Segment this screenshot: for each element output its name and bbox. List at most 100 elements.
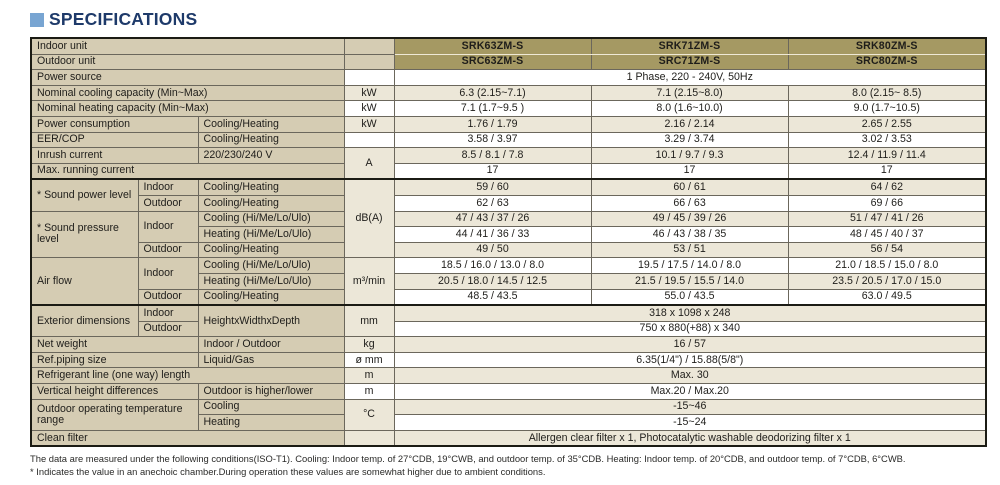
table-row: Net weight Indoor / Outdoor kg 16 / 57 — [30, 336, 987, 353]
spec-value: 10.1 / 9.7 / 9.3 — [590, 147, 789, 164]
spec-value: 7.1 (2.15~8.0) — [590, 84, 789, 102]
row-label: Net weight — [30, 336, 199, 353]
table-row: Refrigerant line (one way) length m Max. 3… — [30, 367, 987, 385]
spec-value: 66 / 63 — [590, 194, 789, 212]
table-row: Heating (Hi/Me/Lo/Ulo) 20.5 / 18.0 / 14.5… — [31, 272, 987, 290]
row-label: Inrush current — [30, 147, 199, 164]
model-name: SRC71ZM-S — [590, 53, 789, 71]
table-row: Clean filter Allergen clear filter x 1, P… — [30, 429, 987, 447]
spec-value: 56 / 54 — [787, 241, 987, 259]
footnote-line: * Indicates the value in an anechoic cha… — [30, 465, 546, 477]
spec-value: 18.5 / 16.0 / 13.0 / 8.0 — [393, 257, 592, 274]
spec-value: 7.1 (1.7~9.5 ) — [393, 100, 592, 117]
spec-value: 49 / 45 / 39 / 26 — [590, 210, 789, 228]
spec-value: 21.5 / 19.5 / 15.5 / 14.0 — [590, 272, 789, 290]
row-label: Liquid/Gas — [197, 351, 345, 369]
spec-value: 63.0 / 49.5 — [787, 288, 987, 306]
row-label: Cooling/Heating — [197, 288, 345, 306]
row-label: Cooling — [197, 398, 345, 416]
spec-value: 48.5 / 43.5 — [393, 288, 592, 306]
row-label: Outdoor operating temperature range — [30, 398, 199, 431]
table-row: * Sound power level Indoor Cooling/Heating… — [30, 178, 987, 259]
spec-value: -15~24 — [393, 414, 987, 431]
spec-value: 60 / 61 — [590, 178, 789, 196]
unit-cell — [343, 37, 395, 55]
spec-value: 69 / 66 — [787, 194, 987, 212]
row-label: Clean filter — [30, 429, 345, 447]
row-label: Nominal heating capacity (Min~Max) — [30, 100, 345, 117]
spec-value: 2.16 / 2.14 — [590, 115, 789, 133]
spec-value: 1 Phase, 220 - 240V, 50Hz — [393, 69, 987, 86]
specifications-table: Indoor unit SRK63ZM-S SRK71ZM-S SRK80ZM-S Ou… — [30, 37, 988, 448]
row-label: Heating — [197, 414, 345, 431]
table-row: Inrush current 220/230/240 V A 8.5 / 8.1 / … — [30, 147, 987, 180]
spec-value: 12.4 / 11.9 / 11.4 — [787, 147, 987, 164]
table-row: Outdoor unit SRC63ZM-S SRC71ZM-S SRC80ZM-S — [30, 53, 987, 71]
spec-value: Allergen clear filter x 1, Photocatalyti… — [393, 429, 987, 447]
row-label: Cooling (Hi/Me/Lo/Ulo) — [197, 257, 345, 274]
spec-value: 23.5 / 20.5 / 17.0 / 15.0 — [787, 272, 987, 290]
model-name: SRC63ZM-S — [393, 53, 592, 71]
spec-value: 8.5 / 8.1 / 7.8 — [393, 147, 592, 164]
spec-value: 2.65 / 2.55 — [787, 115, 987, 133]
unit-cell: dB(A) — [343, 178, 395, 259]
row-label: Cooling/Heating — [197, 178, 345, 196]
unit-cell: m — [343, 383, 395, 400]
spec-value: 53 / 51 — [590, 241, 789, 259]
spec-value: Max. 30 — [393, 367, 987, 385]
spec-value: 59 / 60 — [393, 178, 592, 196]
model-name: SRC80ZM-S — [787, 53, 987, 71]
spec-value: 55.0 / 43.5 — [590, 288, 789, 306]
unit-cell: m — [343, 367, 395, 385]
row-label: EER/COP — [30, 131, 199, 149]
model-name: SRK63ZM-S — [393, 37, 592, 55]
unit-cell: kW — [343, 100, 395, 117]
row-label: Refrigerant line (one way) length — [30, 367, 345, 385]
table-row: Outdoor operating temperature range Cooli… — [30, 398, 987, 431]
spec-value: 44 / 41 / 36 / 33 — [393, 226, 592, 243]
spec-value: 6.3 (2.15~7.1) — [393, 84, 592, 102]
unit-cell — [343, 53, 395, 71]
row-label: Cooling/Heating — [197, 241, 345, 259]
model-name: SRK71ZM-S — [590, 37, 789, 55]
section-marker-icon — [30, 12, 44, 27]
unit-cell: kg — [343, 336, 395, 353]
table-row: Outdoor 750 x 880(+88) x 340 — [31, 320, 987, 338]
row-label: Cooling/Heating — [197, 131, 345, 149]
row-label: Vertical height differences — [30, 383, 199, 400]
spec-value: 21.0 / 18.5 / 15.0 / 8.0 — [787, 257, 987, 274]
footnotes: The data are measured under the followin… — [30, 453, 982, 477]
row-label: Outdoor — [137, 241, 199, 259]
table-row: Outdoor Cooling/Heating 62 / 63 66 / 63 69 /… — [31, 194, 987, 212]
spec-value: 49 / 50 — [393, 241, 592, 259]
spec-value: 3.58 / 3.97 — [393, 131, 592, 149]
table-row: Indoor unit SRK63ZM-S SRK71ZM-S SRK80ZM-S — [30, 37, 987, 55]
row-label: Ref.piping size — [30, 351, 199, 369]
spec-value: 17 — [787, 162, 987, 180]
unit-cell: kW — [343, 84, 395, 102]
unit-cell — [343, 69, 395, 86]
table-row: Exterior dimensions Indoor HeightxWidthxDe… — [30, 304, 987, 338]
row-label: 220/230/240 V — [197, 147, 345, 164]
section-header: SPECIFICATIONS — [30, 9, 1000, 30]
spec-value: 51 / 47 / 41 / 26 — [787, 210, 987, 228]
row-label: Outdoor unit — [30, 53, 345, 71]
row-label: Heating (Hi/Me/Lo/Ulo) — [197, 226, 345, 243]
row-label: Power source — [30, 69, 345, 86]
spec-value: 3.29 / 3.74 — [590, 131, 789, 149]
spec-value: 46 / 43 / 38 / 35 — [590, 226, 789, 243]
row-label: Cooling/Heating — [197, 194, 345, 212]
spec-value: 9.0 (1.7~10.5) — [787, 100, 987, 117]
spec-value: 8.0 (2.15~ 8.5) — [787, 84, 987, 102]
table-row: Outdoor Cooling/Heating 48.5 / 43.5 55.0 / … — [31, 288, 987, 306]
spec-value: 20.5 / 18.0 / 14.5 / 12.5 — [393, 272, 592, 290]
row-label: Cooling/Heating — [197, 115, 345, 133]
spec-value: 64 / 62 — [787, 178, 987, 196]
spec-value: 47 / 43 / 37 / 26 — [393, 210, 592, 228]
row-label: Power consumption — [30, 115, 199, 133]
spec-value: 6.35(1/4") / 15.88(5/8") — [393, 351, 987, 369]
table-row: Nominal heating capacity (Min~Max) kW 7.1 … — [30, 100, 987, 117]
spec-value: Max.20 / Max.20 — [393, 383, 987, 400]
spec-value: 62 / 63 — [393, 194, 592, 212]
row-label: * Sound power level — [30, 178, 139, 212]
